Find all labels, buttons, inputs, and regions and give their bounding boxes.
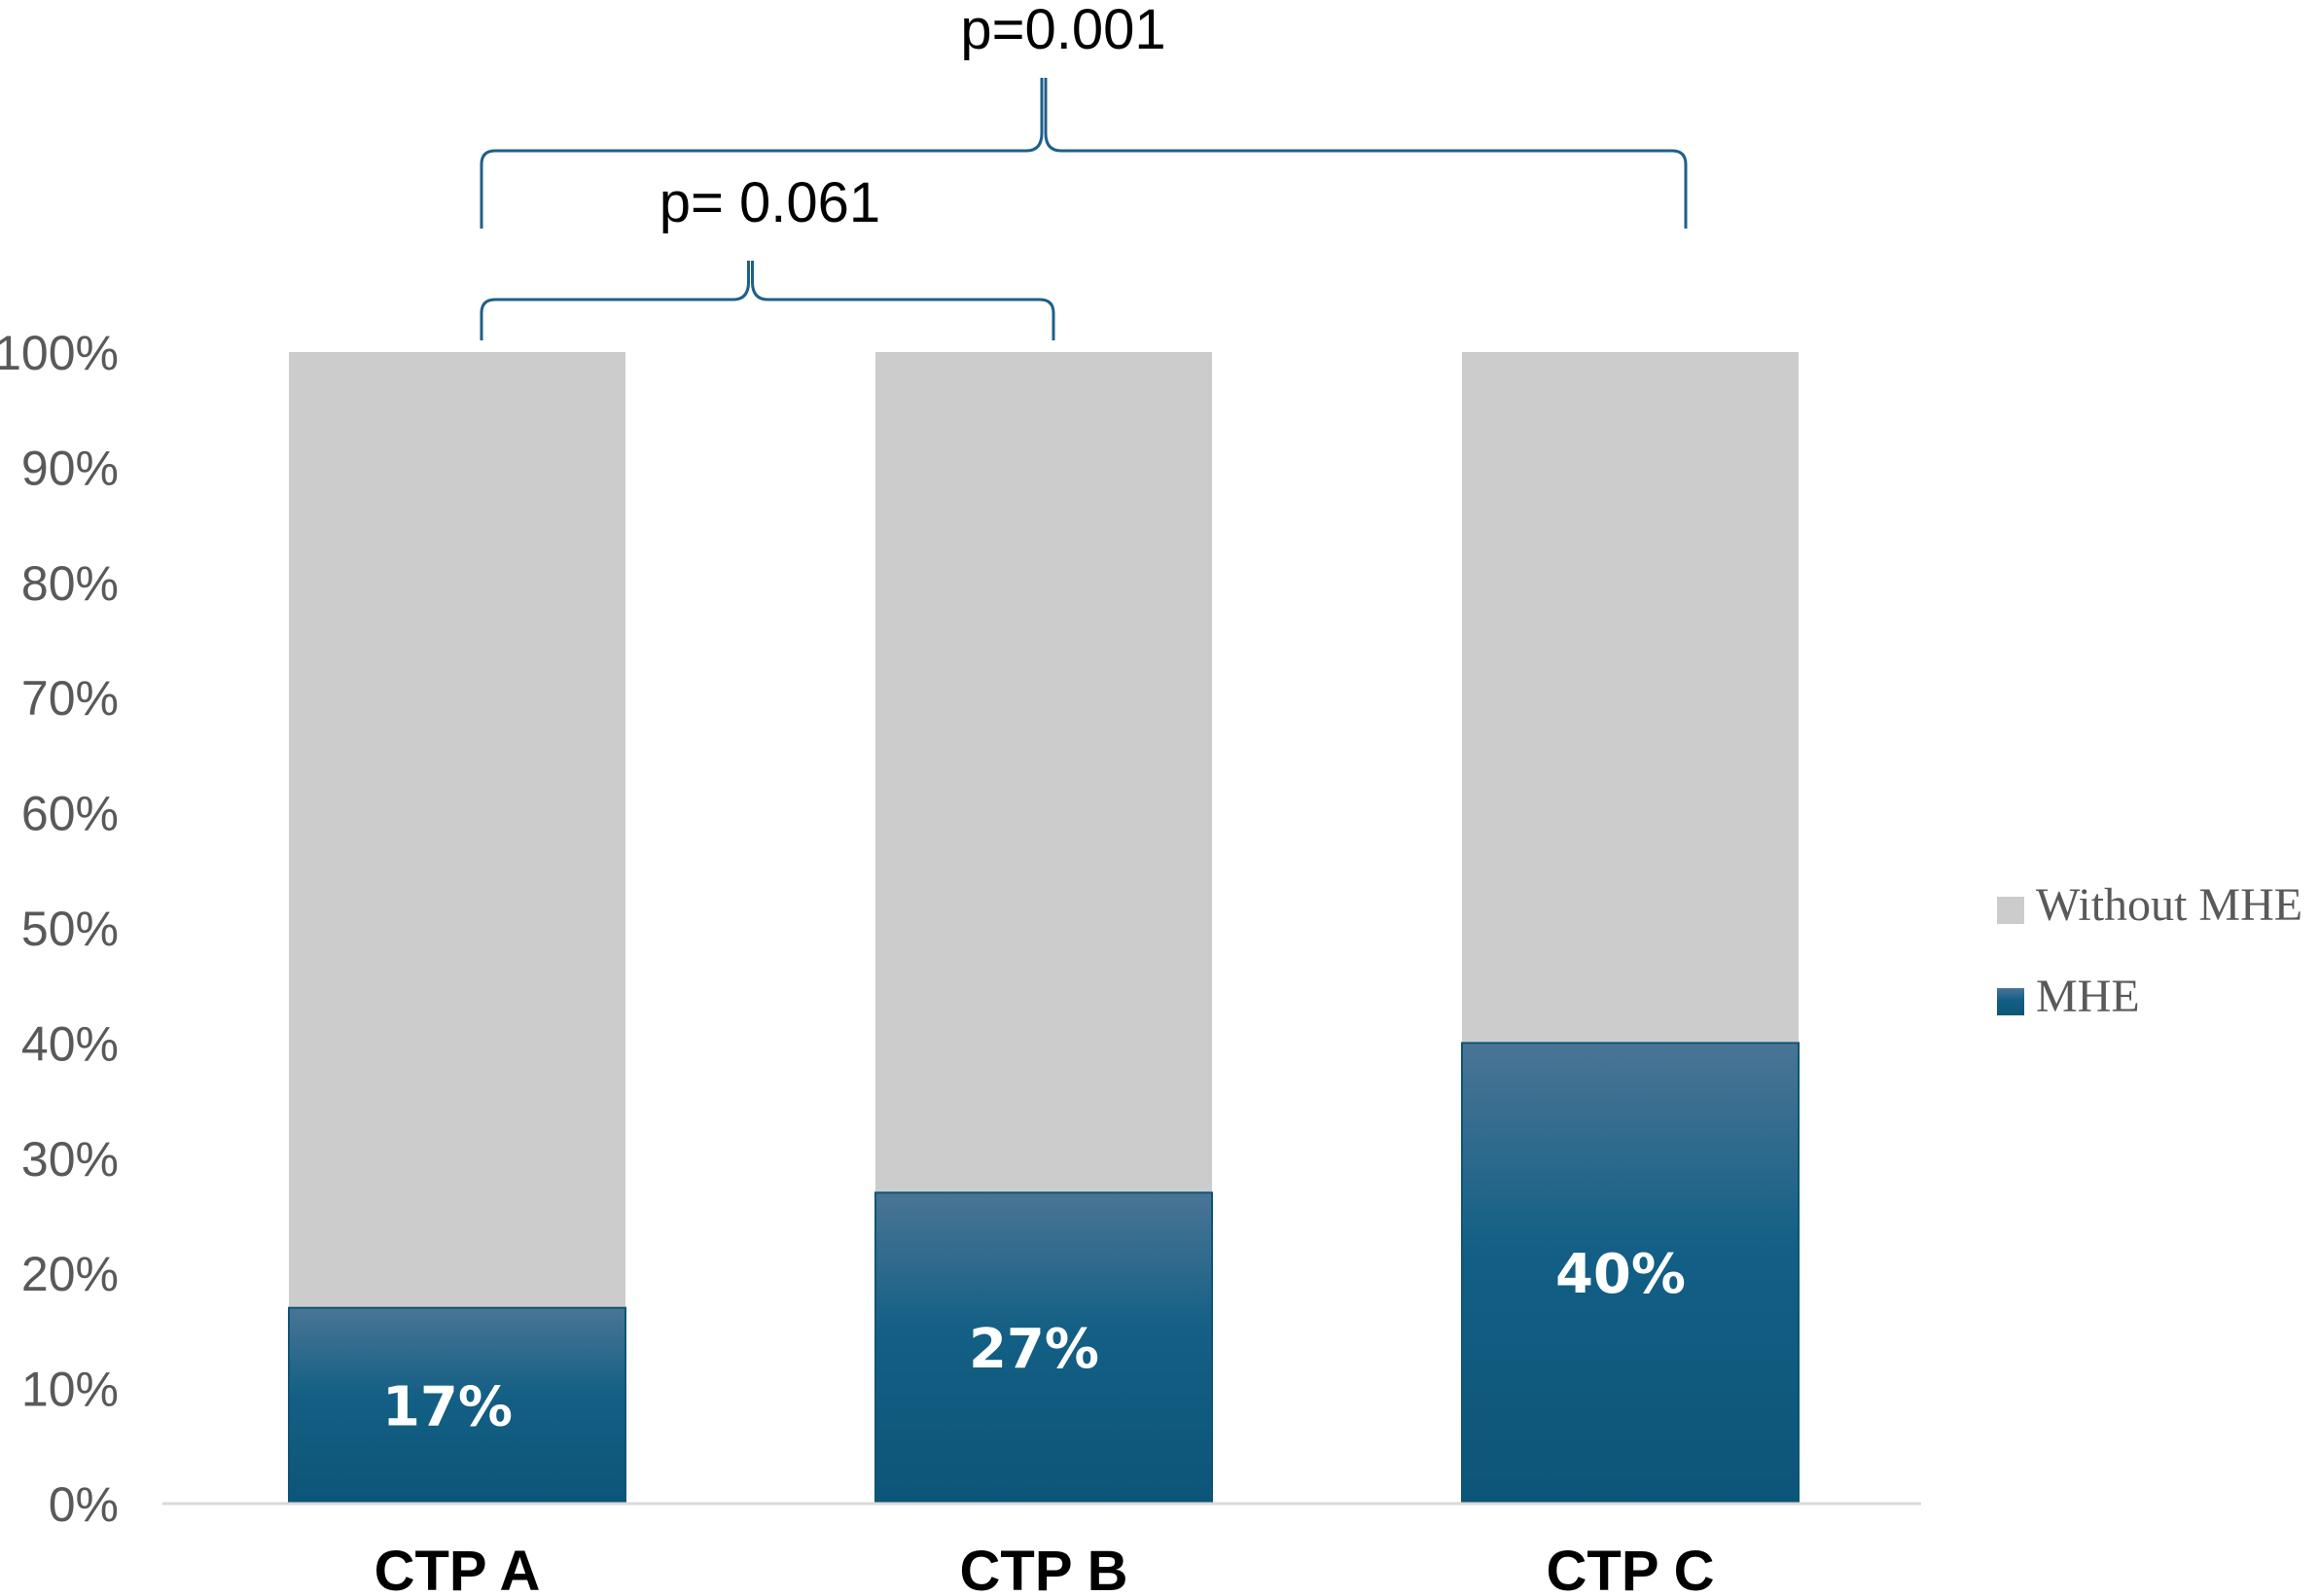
p-value-label: p= 0.061: [660, 171, 880, 234]
y-tick-label: 100%: [0, 326, 119, 380]
bar-mhe: [1461, 1042, 1800, 1506]
y-tick-label: 50%: [21, 902, 119, 956]
data-label-mhe: 27%: [969, 1318, 1099, 1381]
bar-without-mhe: [1462, 352, 1799, 1044]
p-value-label: p=0.001: [960, 0, 1165, 61]
bars-group: 17% 27% 40%: [288, 352, 1800, 1506]
legend-label: Without MHE: [2036, 879, 2302, 931]
bar-without-mhe: [875, 352, 1212, 1193]
y-tick-label: 0%: [49, 1477, 119, 1532]
legend-label: MHE: [2036, 971, 2140, 1022]
y-tick-label: 70%: [21, 671, 119, 726]
y-tick-label: 30%: [21, 1132, 119, 1187]
y-tick-label: 40%: [21, 1016, 119, 1071]
bar-mhe: [288, 1306, 626, 1505]
x-category-label: CTP B: [960, 1540, 1128, 1596]
y-tick-label: 20%: [21, 1247, 119, 1301]
data-label-mhe: 40%: [1555, 1243, 1686, 1306]
legend-swatch: [1997, 988, 2024, 1015]
y-axis-tick-labels: 0% 10% 20% 30% 40% 50% 60% 70% 80% 90% 100%: [0, 326, 119, 1532]
bar-mhe: [874, 1191, 1213, 1505]
significance-brackets: p=0.001 p= 0.061: [480, 0, 1688, 340]
bar-without-mhe: [289, 352, 625, 1308]
x-category-label: CTP A: [374, 1540, 541, 1596]
data-label-mhe: 17%: [382, 1375, 513, 1438]
y-tick-label: 90%: [21, 441, 119, 495]
x-axis-category-labels: CTP A CTP B CTP C: [374, 1540, 1715, 1596]
significance-bracket: [480, 261, 1055, 340]
y-tick-label: 60%: [21, 787, 119, 841]
legend-swatch: [1997, 897, 2024, 924]
y-tick-label: 80%: [21, 556, 119, 611]
significance-bracket: [480, 78, 1688, 229]
y-tick-label: 10%: [21, 1363, 119, 1417]
legend: Without MHE MHE: [1997, 879, 2302, 1022]
x-category-label: CTP C: [1547, 1540, 1715, 1596]
